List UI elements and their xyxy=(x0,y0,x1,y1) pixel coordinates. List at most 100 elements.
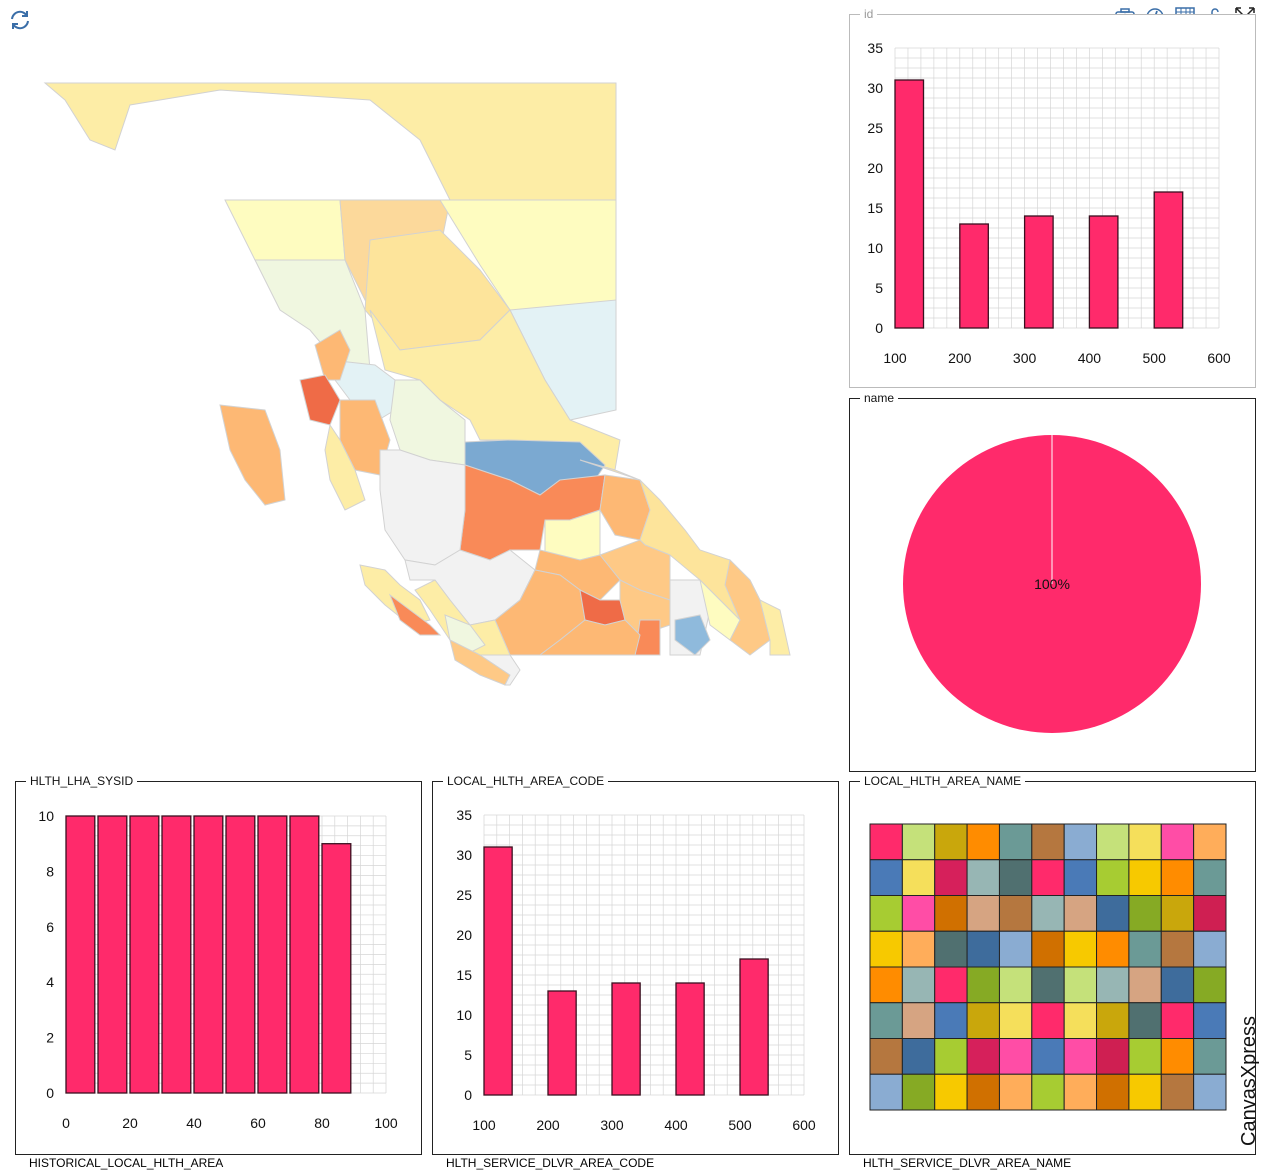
heatmap-cell[interactable] xyxy=(934,1002,968,1039)
map-region[interactable] xyxy=(314,329,351,381)
map-region[interactable] xyxy=(224,199,346,261)
heatmap-cell[interactable] xyxy=(869,1038,903,1075)
map-region[interactable] xyxy=(299,374,341,426)
heatmap-cell[interactable] xyxy=(1031,966,1065,1004)
heatmap-cell[interactable] xyxy=(1193,1073,1227,1111)
map-region[interactable] xyxy=(219,404,286,506)
heatmap-cell[interactable] xyxy=(1193,859,1227,896)
heatmap-cell[interactable] xyxy=(998,930,1033,968)
heatmap-cell[interactable] xyxy=(934,823,968,861)
bar[interactable] xyxy=(1153,191,1184,329)
heatmap-cell[interactable] xyxy=(1160,895,1195,932)
heatmap-cell[interactable] xyxy=(901,1038,936,1075)
heatmap-cell[interactable] xyxy=(998,966,1033,1004)
heatmap-cell[interactable] xyxy=(998,1073,1033,1111)
heatmap-cell[interactable] xyxy=(1031,1038,1065,1075)
heatmap-cell[interactable] xyxy=(1096,966,1130,1004)
bar[interactable] xyxy=(483,846,513,1096)
heatmap-cell[interactable] xyxy=(1193,823,1227,861)
heatmap-cell[interactable] xyxy=(901,966,936,1004)
bar[interactable] xyxy=(1088,215,1119,329)
heatmap-cell[interactable] xyxy=(966,966,1000,1004)
heatmap-cell[interactable] xyxy=(934,1073,968,1111)
heatmap-cell[interactable] xyxy=(966,1002,1000,1039)
heatmap-cell[interactable] xyxy=(1160,966,1195,1004)
bar[interactable] xyxy=(959,223,989,329)
heatmap-cell[interactable] xyxy=(1096,1073,1130,1111)
heatmap-cell[interactable] xyxy=(1128,1002,1162,1039)
heatmap-cell[interactable] xyxy=(1160,930,1195,968)
bar[interactable] xyxy=(65,815,96,1094)
heatmap-cell[interactable] xyxy=(1063,859,1098,896)
heatmap-cell[interactable] xyxy=(1063,895,1098,932)
bar[interactable] xyxy=(894,79,925,329)
heatmap-cell[interactable] xyxy=(1031,895,1065,932)
bar[interactable] xyxy=(161,815,192,1094)
heatmap-cell[interactable] xyxy=(901,930,936,968)
bar[interactable] xyxy=(1023,215,1054,329)
heatmap-cell[interactable] xyxy=(869,966,903,1004)
map-region[interactable] xyxy=(324,423,366,511)
heatmap-cell[interactable] xyxy=(901,1002,936,1039)
heatmap-cell[interactable] xyxy=(966,930,1000,968)
bar[interactable] xyxy=(611,982,641,1096)
bar[interactable] xyxy=(97,815,128,1094)
heatmap-cell[interactable] xyxy=(966,1038,1000,1075)
bar[interactable] xyxy=(225,815,256,1094)
refresh-icon[interactable] xyxy=(8,8,32,32)
heatmap-cell[interactable] xyxy=(869,859,903,896)
heatmap-cell[interactable] xyxy=(1160,1073,1195,1111)
map-region[interactable] xyxy=(759,599,791,656)
heatmap-cell[interactable] xyxy=(1160,823,1195,861)
heatmap-cell[interactable] xyxy=(1193,1038,1227,1075)
heatmap-cell[interactable] xyxy=(869,895,903,932)
bar[interactable] xyxy=(739,958,769,1096)
heatmap-cell[interactable] xyxy=(1128,823,1162,861)
heatmap-cell[interactable] xyxy=(998,823,1033,861)
heatmap-cell[interactable] xyxy=(1096,895,1130,932)
bar[interactable] xyxy=(321,843,352,1094)
bar[interactable] xyxy=(675,982,705,1096)
bar[interactable] xyxy=(289,815,320,1094)
map-region[interactable] xyxy=(538,619,641,656)
heatmap-cell[interactable] xyxy=(869,1073,903,1111)
map-region[interactable] xyxy=(724,558,771,656)
heatmap-cell[interactable] xyxy=(869,1002,903,1039)
heatmap-cell[interactable] xyxy=(966,823,1000,861)
heatmap-cell[interactable] xyxy=(1063,823,1098,861)
heatmap-cell[interactable] xyxy=(1096,859,1130,896)
heatmap-cell[interactable] xyxy=(901,895,936,932)
heatmap-cell[interactable] xyxy=(1128,930,1162,968)
heatmap-cell[interactable] xyxy=(998,895,1033,932)
heatmap-cell[interactable] xyxy=(1193,1002,1227,1039)
heatmap-cell[interactable] xyxy=(901,1073,936,1111)
heatmap-cell[interactable] xyxy=(966,895,1000,932)
bar[interactable] xyxy=(193,815,224,1094)
map-region[interactable] xyxy=(379,449,466,566)
heatmap-cell[interactable] xyxy=(1128,859,1162,896)
heatmap-cell[interactable] xyxy=(869,930,903,968)
heatmap-cell[interactable] xyxy=(1031,930,1065,968)
map-region[interactable] xyxy=(478,654,521,686)
bar[interactable] xyxy=(129,815,160,1094)
heatmap-cell[interactable] xyxy=(1160,1038,1195,1075)
heatmap-cell[interactable] xyxy=(1096,823,1130,861)
heatmap-cell[interactable] xyxy=(966,1073,1000,1111)
heatmap-cell[interactable] xyxy=(934,1038,968,1075)
heatmap-cell[interactable] xyxy=(1193,930,1227,968)
heatmap-cell[interactable] xyxy=(1096,930,1130,968)
heatmap-cell[interactable] xyxy=(1128,966,1162,1004)
bar[interactable] xyxy=(547,990,577,1096)
heatmap-cell[interactable] xyxy=(966,859,1000,896)
heatmap-cell[interactable] xyxy=(998,1038,1033,1075)
map-region[interactable] xyxy=(359,564,431,626)
map-region[interactable] xyxy=(674,614,711,656)
heatmap-cell[interactable] xyxy=(1031,859,1065,896)
heatmap-cell[interactable] xyxy=(869,823,903,861)
heatmap-cell[interactable] xyxy=(901,859,936,896)
heatmap-cell[interactable] xyxy=(1031,1002,1065,1039)
heatmap-cell[interactable] xyxy=(1031,1073,1065,1111)
heatmap-cell[interactable] xyxy=(934,930,968,968)
heatmap-cell[interactable] xyxy=(934,895,968,932)
heatmap-cell[interactable] xyxy=(1031,823,1065,861)
